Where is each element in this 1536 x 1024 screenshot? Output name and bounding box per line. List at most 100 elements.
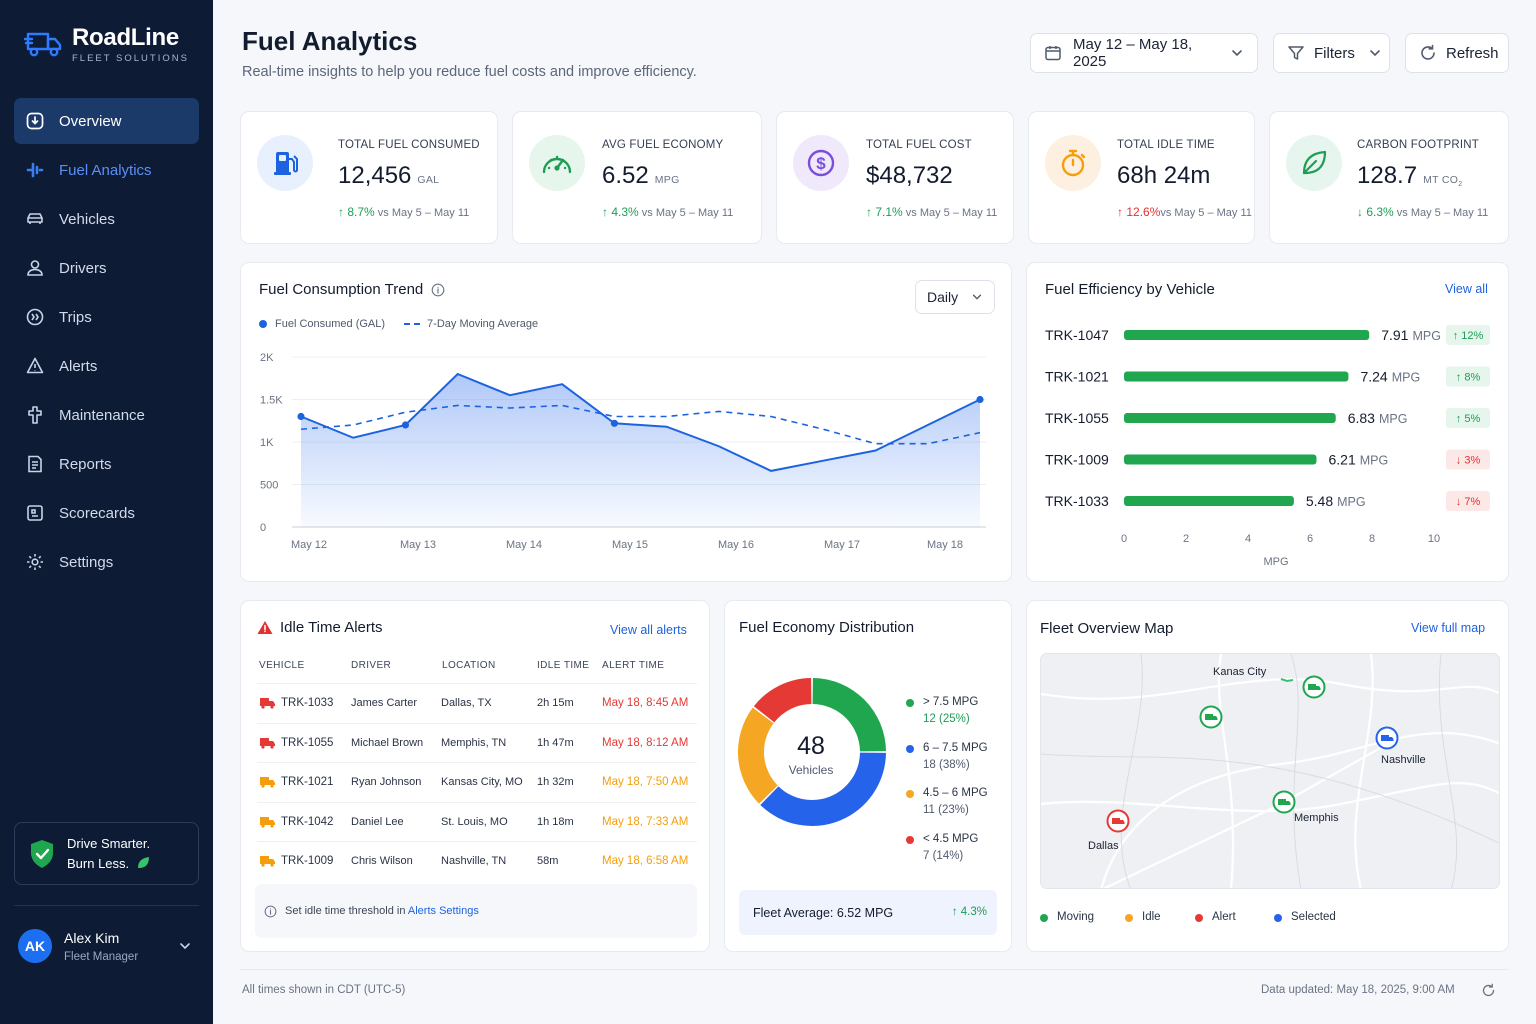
city-label-memphis: Memphis [1294, 812, 1339, 824]
gauge-icon [529, 135, 585, 191]
bell-icon [26, 357, 44, 374]
filters-button[interactable]: Filters [1273, 33, 1390, 73]
nav-menu: Overview Fuel Analytics Vehicles Drivers… [14, 98, 199, 588]
kpi-unit-text: MT CO [1423, 174, 1459, 186]
fuel-consumed-line [300, 372, 981, 472]
y-tick-label: 0 [260, 522, 266, 534]
nav-label: Reports [59, 455, 112, 473]
efficiency-bar [1124, 413, 1336, 423]
x-tick-label: May 12 [291, 539, 327, 551]
truck-marker-icon [1272, 790, 1296, 814]
x-tick-label: May 14 [506, 539, 542, 551]
truck-icon [259, 775, 276, 791]
nav-item-trips[interactable]: Trips [14, 294, 199, 340]
vehicle-marker-alert[interactable] [1106, 809, 1130, 838]
kpi-delta: ↑ 4.3% vs May 5 – May 11 [602, 205, 734, 219]
delta-badge-text: ↑ 5% [1456, 413, 1481, 425]
date-range-button[interactable]: May 12 – May 18, 2025 [1030, 33, 1258, 73]
vehicle-marker-moving[interactable] [1199, 705, 1223, 734]
vehicle-marker-selected[interactable] [1375, 726, 1399, 755]
legend-dot [1125, 914, 1133, 922]
fleet-average-box: Fleet Average: 6.52 MPG ↑ 4.3% [739, 890, 997, 935]
donut-total: 48 [797, 732, 825, 760]
brand-logo[interactable]: RoadLine FLEET SOLUTIONS [24, 24, 189, 64]
page-subtitle: Real-time insights to help you reduce fu… [242, 64, 697, 80]
refresh-icon [1421, 44, 1435, 60]
fleet-map[interactable]: Kanas City Nashville Memphis Dallas [1040, 653, 1500, 889]
kpi-unit: MPG [654, 174, 680, 186]
cell-driver: James Carter [351, 697, 418, 709]
nav-item-reports[interactable]: Reports [14, 441, 199, 487]
nav-item-scorecards[interactable]: Scorecards [14, 490, 199, 536]
fleet-average: Fleet Average: 6.52 MPG [753, 906, 894, 920]
kpi-value-number: 12,456 [338, 162, 412, 189]
cell-vehicle: TRK-1033 [281, 697, 334, 709]
delta-badge-text: ↓ 3% [1456, 455, 1481, 467]
overview-icon [26, 112, 44, 130]
x-tick-label: 10 [1428, 533, 1440, 545]
kpi-delta: ↑ 7.1% vs May 5 – May 11 [866, 205, 998, 219]
nav-item-settings[interactable]: Settings [14, 539, 199, 585]
efficiency-unit: MPG [1337, 495, 1365, 509]
delta-badge-text: ↑ 8% [1456, 372, 1481, 384]
city-label-dallas: Dallas [1088, 840, 1119, 852]
legend-moving-average: 7-Day Moving Average [427, 318, 539, 330]
nav-label: Drivers [59, 259, 107, 277]
refresh-button[interactable]: Refresh [1405, 33, 1509, 73]
cell-alert-time: May 18, 7:50 AM [602, 776, 689, 788]
timezone-note: All times shown in CDT (UTC-5) [242, 984, 406, 996]
cell-idle-time: 1h 18m [537, 815, 574, 828]
vehicle-marker-moving[interactable] [1302, 675, 1326, 704]
table-row[interactable]: TRK-1033 James Carter Dallas, TX 2h 15m May … [257, 683, 697, 722]
x-tick-label: 0 [1121, 533, 1127, 545]
vehicle-label: TRK-1009 [1045, 452, 1109, 468]
distribution-title: Fuel Economy Distribution [739, 619, 915, 636]
nav-item-fuel-analytics[interactable]: Fuel Analytics [14, 147, 199, 193]
idle-note: Set idle time threshold in Alerts Settin… [285, 905, 479, 917]
table-row[interactable]: TRK-1042 Daniel Lee St. Louis, MO 1h 18m May… [257, 801, 697, 841]
info-icon[interactable] [431, 283, 445, 297]
vehicle-label: TRK-1055 [1045, 410, 1109, 426]
kpi-card-idle-time: TOTAL IDLE TIME 68h 24m ↑ 12.6%vs May 5 … [1028, 111, 1255, 244]
nav-item-alerts[interactable]: Alerts [14, 343, 199, 389]
nav-item-maintenance[interactable]: Maintenance [14, 392, 199, 438]
nav-item-overview[interactable]: Overview [14, 98, 199, 144]
data-updated-label: Data updated: [1261, 984, 1334, 996]
nav-item-vehicles[interactable]: Vehicles [14, 196, 199, 242]
idle-view-all-link[interactable]: View all alerts [610, 623, 687, 637]
kpi-delta-value: 6.3% [1366, 205, 1394, 219]
truck-marker-icon [1199, 705, 1223, 729]
alerts-settings-link[interactable]: Alerts Settings [407, 905, 479, 917]
truck-marker-icon [1375, 726, 1399, 750]
dollar-icon: $ [793, 135, 849, 191]
trend-legend: Fuel Consumed (GAL) 7-Day Moving Average [259, 318, 538, 330]
vehicle-marker-moving[interactable] [1272, 790, 1296, 819]
person-icon [27, 260, 43, 276]
warning-icon [257, 621, 273, 634]
legend-detail: 18 (38%) [923, 758, 970, 771]
kpi-unit-subscript: 2 [1458, 181, 1463, 189]
refresh-icon[interactable] [1481, 983, 1496, 998]
idle-alerts-title: Idle Time Alerts [280, 619, 383, 636]
table-row[interactable]: TRK-1009 Chris Wilson Nashville, TN 58m May … [257, 841, 697, 880]
city-label-kansas-city: Kanas City [1213, 666, 1267, 678]
cell-driver: Ryan Johnson [351, 776, 422, 788]
x-axis-label: MPG [1263, 556, 1288, 568]
sidebar: RoadLine FLEET SOLUTIONS Overview Fuel A… [0, 0, 213, 1024]
fuel-consumed-area [301, 374, 980, 527]
efficiency-view-all-link[interactable]: View all [1445, 282, 1488, 296]
kpi-compare: vs May 5 – May 11 [1160, 207, 1252, 219]
period-select[interactable]: Daily [915, 280, 995, 314]
promo-line2: Burn Less. [67, 855, 130, 871]
legend-dot [1195, 914, 1203, 922]
table-row[interactable]: TRK-1021 Ryan Johnson Kansas City, MO 1h 32… [257, 762, 697, 801]
view-full-map-link[interactable]: View full map [1411, 621, 1486, 635]
cell-idle-time: 1h 32m [537, 776, 574, 788]
efficiency-bar [1124, 454, 1317, 465]
table-row[interactable]: TRK-1055 Michael Brown Memphis, TN 1h 47m Ma… [257, 722, 697, 762]
user-profile[interactable]: AK Alex Kim Fleet Manager [18, 926, 196, 966]
delta-badge-text: ↑ 12% [1453, 330, 1484, 342]
chevron-down-icon[interactable] [178, 939, 192, 953]
nav-item-drivers[interactable]: Drivers [14, 245, 199, 291]
donut-segment [760, 752, 886, 826]
